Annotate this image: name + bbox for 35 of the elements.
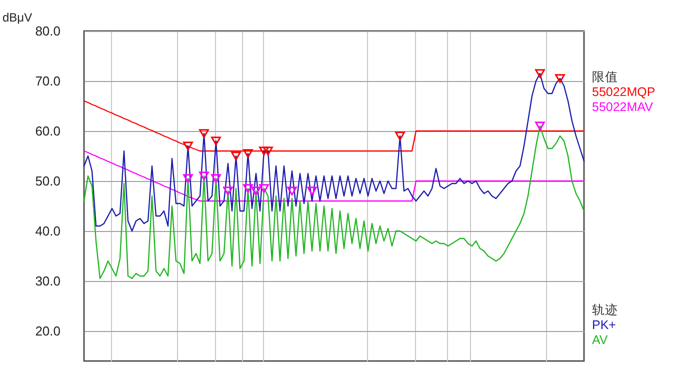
point: [211, 174, 221, 183]
y-tick-label: 40.0: [35, 224, 60, 238]
point: [243, 184, 253, 193]
point: [243, 149, 253, 158]
point: [535, 69, 545, 78]
point: [199, 129, 209, 138]
point: [211, 136, 221, 146]
point: [395, 132, 405, 140]
point: [199, 172, 209, 180]
text: 限值: [592, 70, 619, 85]
point: [183, 142, 193, 150]
text: 55022MQP: [592, 85, 656, 100]
point: [251, 186, 261, 196]
y-tick-label: 80.0: [35, 24, 60, 38]
point: [223, 186, 233, 196]
y-tick-label: 20.0: [35, 324, 60, 338]
y-axis-title: dBμV: [2, 10, 32, 24]
point: [259, 184, 269, 193]
y-tick-label: 50.0: [35, 174, 60, 188]
y-tick-label: 60.0: [35, 124, 60, 138]
y-tick-label: 70.0: [35, 74, 60, 88]
point: [287, 186, 297, 196]
point: [231, 152, 241, 160]
point: [555, 74, 565, 83]
point: [307, 186, 317, 196]
point: [183, 174, 193, 183]
text: 轨迹: [592, 303, 618, 318]
point: [263, 146, 273, 156]
point: [535, 122, 545, 130]
text: AV: [592, 333, 609, 348]
point: [259, 146, 269, 156]
text: 55022MAV: [592, 100, 654, 115]
y-tick-label: 30.0: [35, 274, 60, 288]
line-series: [83, 150, 585, 202]
text: PK+: [592, 318, 617, 333]
